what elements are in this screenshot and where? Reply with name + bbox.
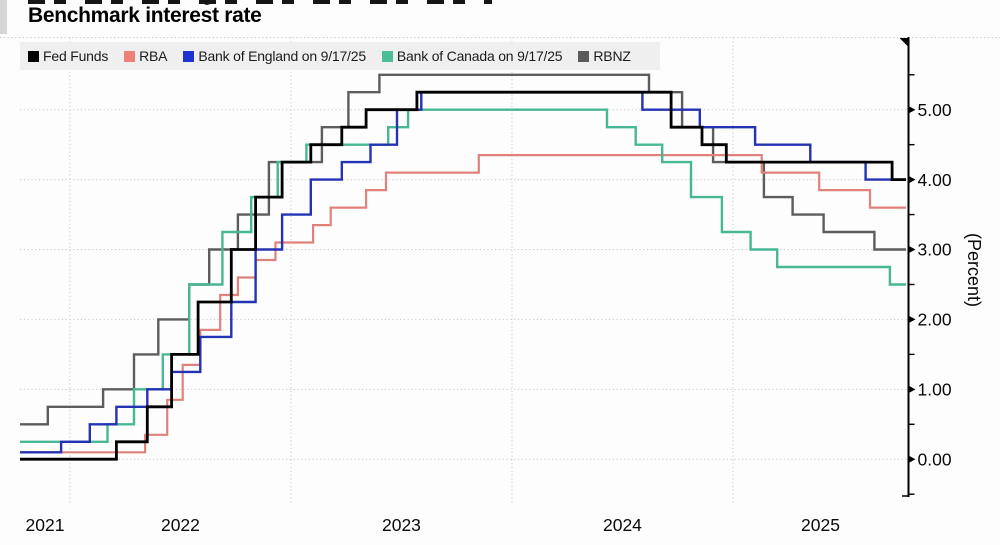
legend-label: Bank of Canada on 9/17/25 <box>396 48 563 64</box>
cropped-headline-dashes <box>28 0 492 4</box>
y-axis-unit-label: (Percent) <box>964 233 984 307</box>
y-axis-top-arrow-icon <box>899 38 909 47</box>
y-tick-marker-2 <box>908 315 916 324</box>
y-axis-label-1.00: 1.00 <box>918 380 952 400</box>
x-axis-label-2025: 2025 <box>801 515 840 535</box>
y-tick-marker-4 <box>908 175 916 184</box>
y-axis-label-5.00: 5.00 <box>918 100 952 120</box>
chart-title: Benchmark interest rate <box>28 4 262 27</box>
legend-swatch-icon <box>124 50 136 62</box>
legend-item-rba: RBA <box>124 48 168 64</box>
y-axis-label-0.00: 0.00 <box>918 449 952 469</box>
legend-swatch-icon <box>28 50 39 62</box>
legend-label: RBA <box>139 48 168 64</box>
x-axis-label-2023: 2023 <box>382 515 421 535</box>
cropped-headline-descender <box>202 0 212 5</box>
series-line-rba <box>20 154 906 454</box>
y-axis-label-4.00: 4.00 <box>918 170 952 190</box>
series-line-bank-of-england-on-9-17-25 <box>20 91 906 454</box>
series-line-fed-funds <box>20 90 906 461</box>
y-tick-marker-5 <box>908 105 916 114</box>
legend-item-bank-of-canada-on-9-17-25: Bank of Canada on 9/17/25 <box>381 48 563 64</box>
y-tick-marker-1 <box>908 385 916 394</box>
series-line-rbnz <box>20 73 906 426</box>
legend-label: Fed Funds <box>43 48 109 64</box>
legend-item-fed-funds: Fed Funds <box>28 48 108 64</box>
series-line-bank-of-canada-on-9-17-25 <box>20 108 906 443</box>
x-axis-label-2021: 2021 <box>26 515 65 535</box>
legend-swatch-icon <box>183 50 195 62</box>
cropped-headline-fragment <box>28 0 492 5</box>
legend-label: Bank of England on 9/17/25 <box>198 48 366 64</box>
legend-swatch-icon <box>578 50 590 62</box>
y-axis-label-3.00: 3.00 <box>918 240 952 260</box>
legend-swatch-icon <box>381 50 393 62</box>
legend-label: RBNZ <box>593 48 631 64</box>
legend-item-bank-of-england-on-9-17-25: Bank of England on 9/17/25 <box>183 48 366 64</box>
page-edge-strip <box>0 0 7 34</box>
x-axis-label-2022: 2022 <box>161 515 200 535</box>
y-axis-label-2.00: 2.00 <box>918 310 952 330</box>
legend: Fed Funds RBA Bank of England on 9/17/25 Ba… <box>20 42 660 70</box>
x-axis-label-2024: 2024 <box>603 515 642 535</box>
y-tick-marker-0 <box>908 455 916 464</box>
y-tick-marker-3 <box>908 245 916 254</box>
legend-item-rbnz: RBNZ <box>578 48 631 64</box>
